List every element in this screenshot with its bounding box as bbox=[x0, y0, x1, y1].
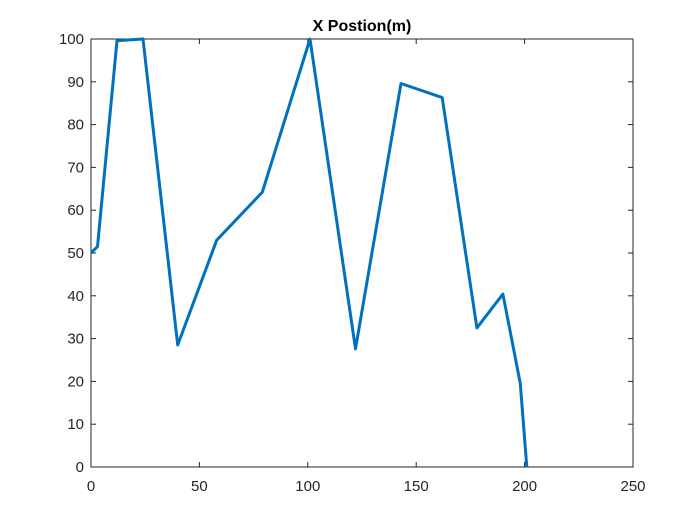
y-tick-label: 0 bbox=[76, 459, 84, 476]
y-tick-label: 90 bbox=[67, 74, 84, 91]
y-tick-label: 60 bbox=[67, 202, 84, 219]
y-tick-label: 70 bbox=[67, 159, 84, 176]
chart-title: X Postion(m) bbox=[313, 18, 412, 35]
x-tick-label: 200 bbox=[512, 478, 537, 495]
y-tick-label: 50 bbox=[67, 245, 84, 262]
x-tick-label: 100 bbox=[295, 478, 320, 495]
y-tick-label: 20 bbox=[67, 373, 84, 390]
axes-box bbox=[90, 38, 634, 468]
y-tick-label: 100 bbox=[59, 31, 84, 48]
y-tick-label: 30 bbox=[67, 331, 84, 348]
plot-area: 0 50 100 150 200 250 0 10 20 30 40 50 60 70 80 90 100 bbox=[59, 31, 646, 495]
y-tick-label: 80 bbox=[67, 117, 84, 134]
y-tick-label: 40 bbox=[67, 288, 84, 305]
x-tick-label: 150 bbox=[404, 478, 429, 495]
series-line bbox=[89, 37, 529, 468]
x-tick-label: 250 bbox=[620, 478, 645, 495]
x-tick-label: 50 bbox=[191, 478, 208, 495]
x-tick-label: 0 bbox=[87, 478, 95, 495]
y-tick-label: 10 bbox=[67, 416, 84, 433]
